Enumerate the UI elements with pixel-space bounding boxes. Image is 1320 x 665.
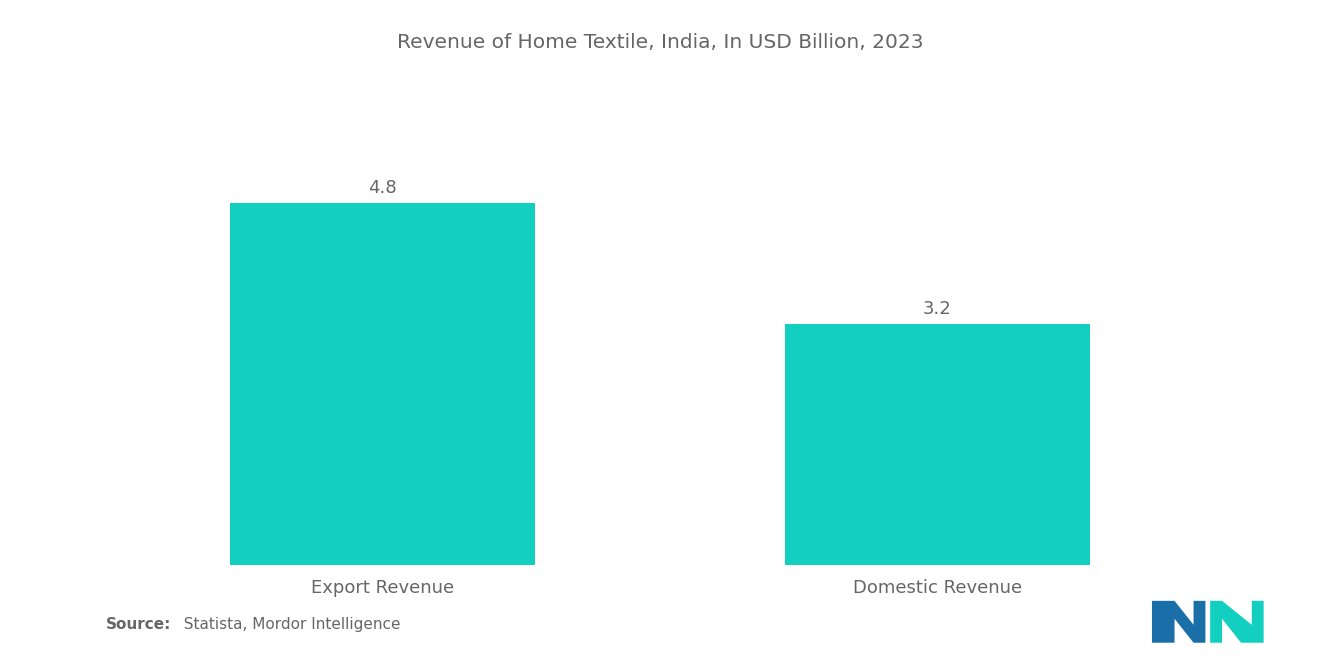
Bar [784, 324, 1090, 565]
Text: Source:: Source: [106, 616, 172, 632]
Text: 3.2: 3.2 [923, 300, 952, 318]
Text: 4.8: 4.8 [368, 180, 397, 198]
Polygon shape [1152, 601, 1205, 642]
Text: Statista, Mordor Intelligence: Statista, Mordor Intelligence [174, 616, 401, 632]
Bar [230, 203, 536, 565]
Text: Revenue of Home Textile, India, In USD Billion, 2023: Revenue of Home Textile, India, In USD B… [397, 33, 923, 53]
Polygon shape [1210, 601, 1263, 642]
